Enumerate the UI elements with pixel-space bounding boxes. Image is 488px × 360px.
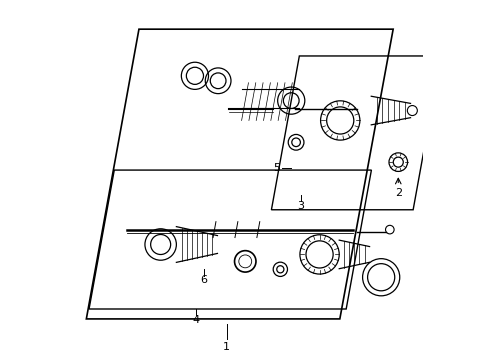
Text: 4: 4	[192, 315, 200, 325]
Text: 3: 3	[297, 201, 304, 211]
Text: 2: 2	[394, 188, 401, 198]
Text: 1: 1	[223, 342, 230, 352]
Text: 5: 5	[273, 163, 280, 173]
Text: 6: 6	[200, 275, 207, 285]
